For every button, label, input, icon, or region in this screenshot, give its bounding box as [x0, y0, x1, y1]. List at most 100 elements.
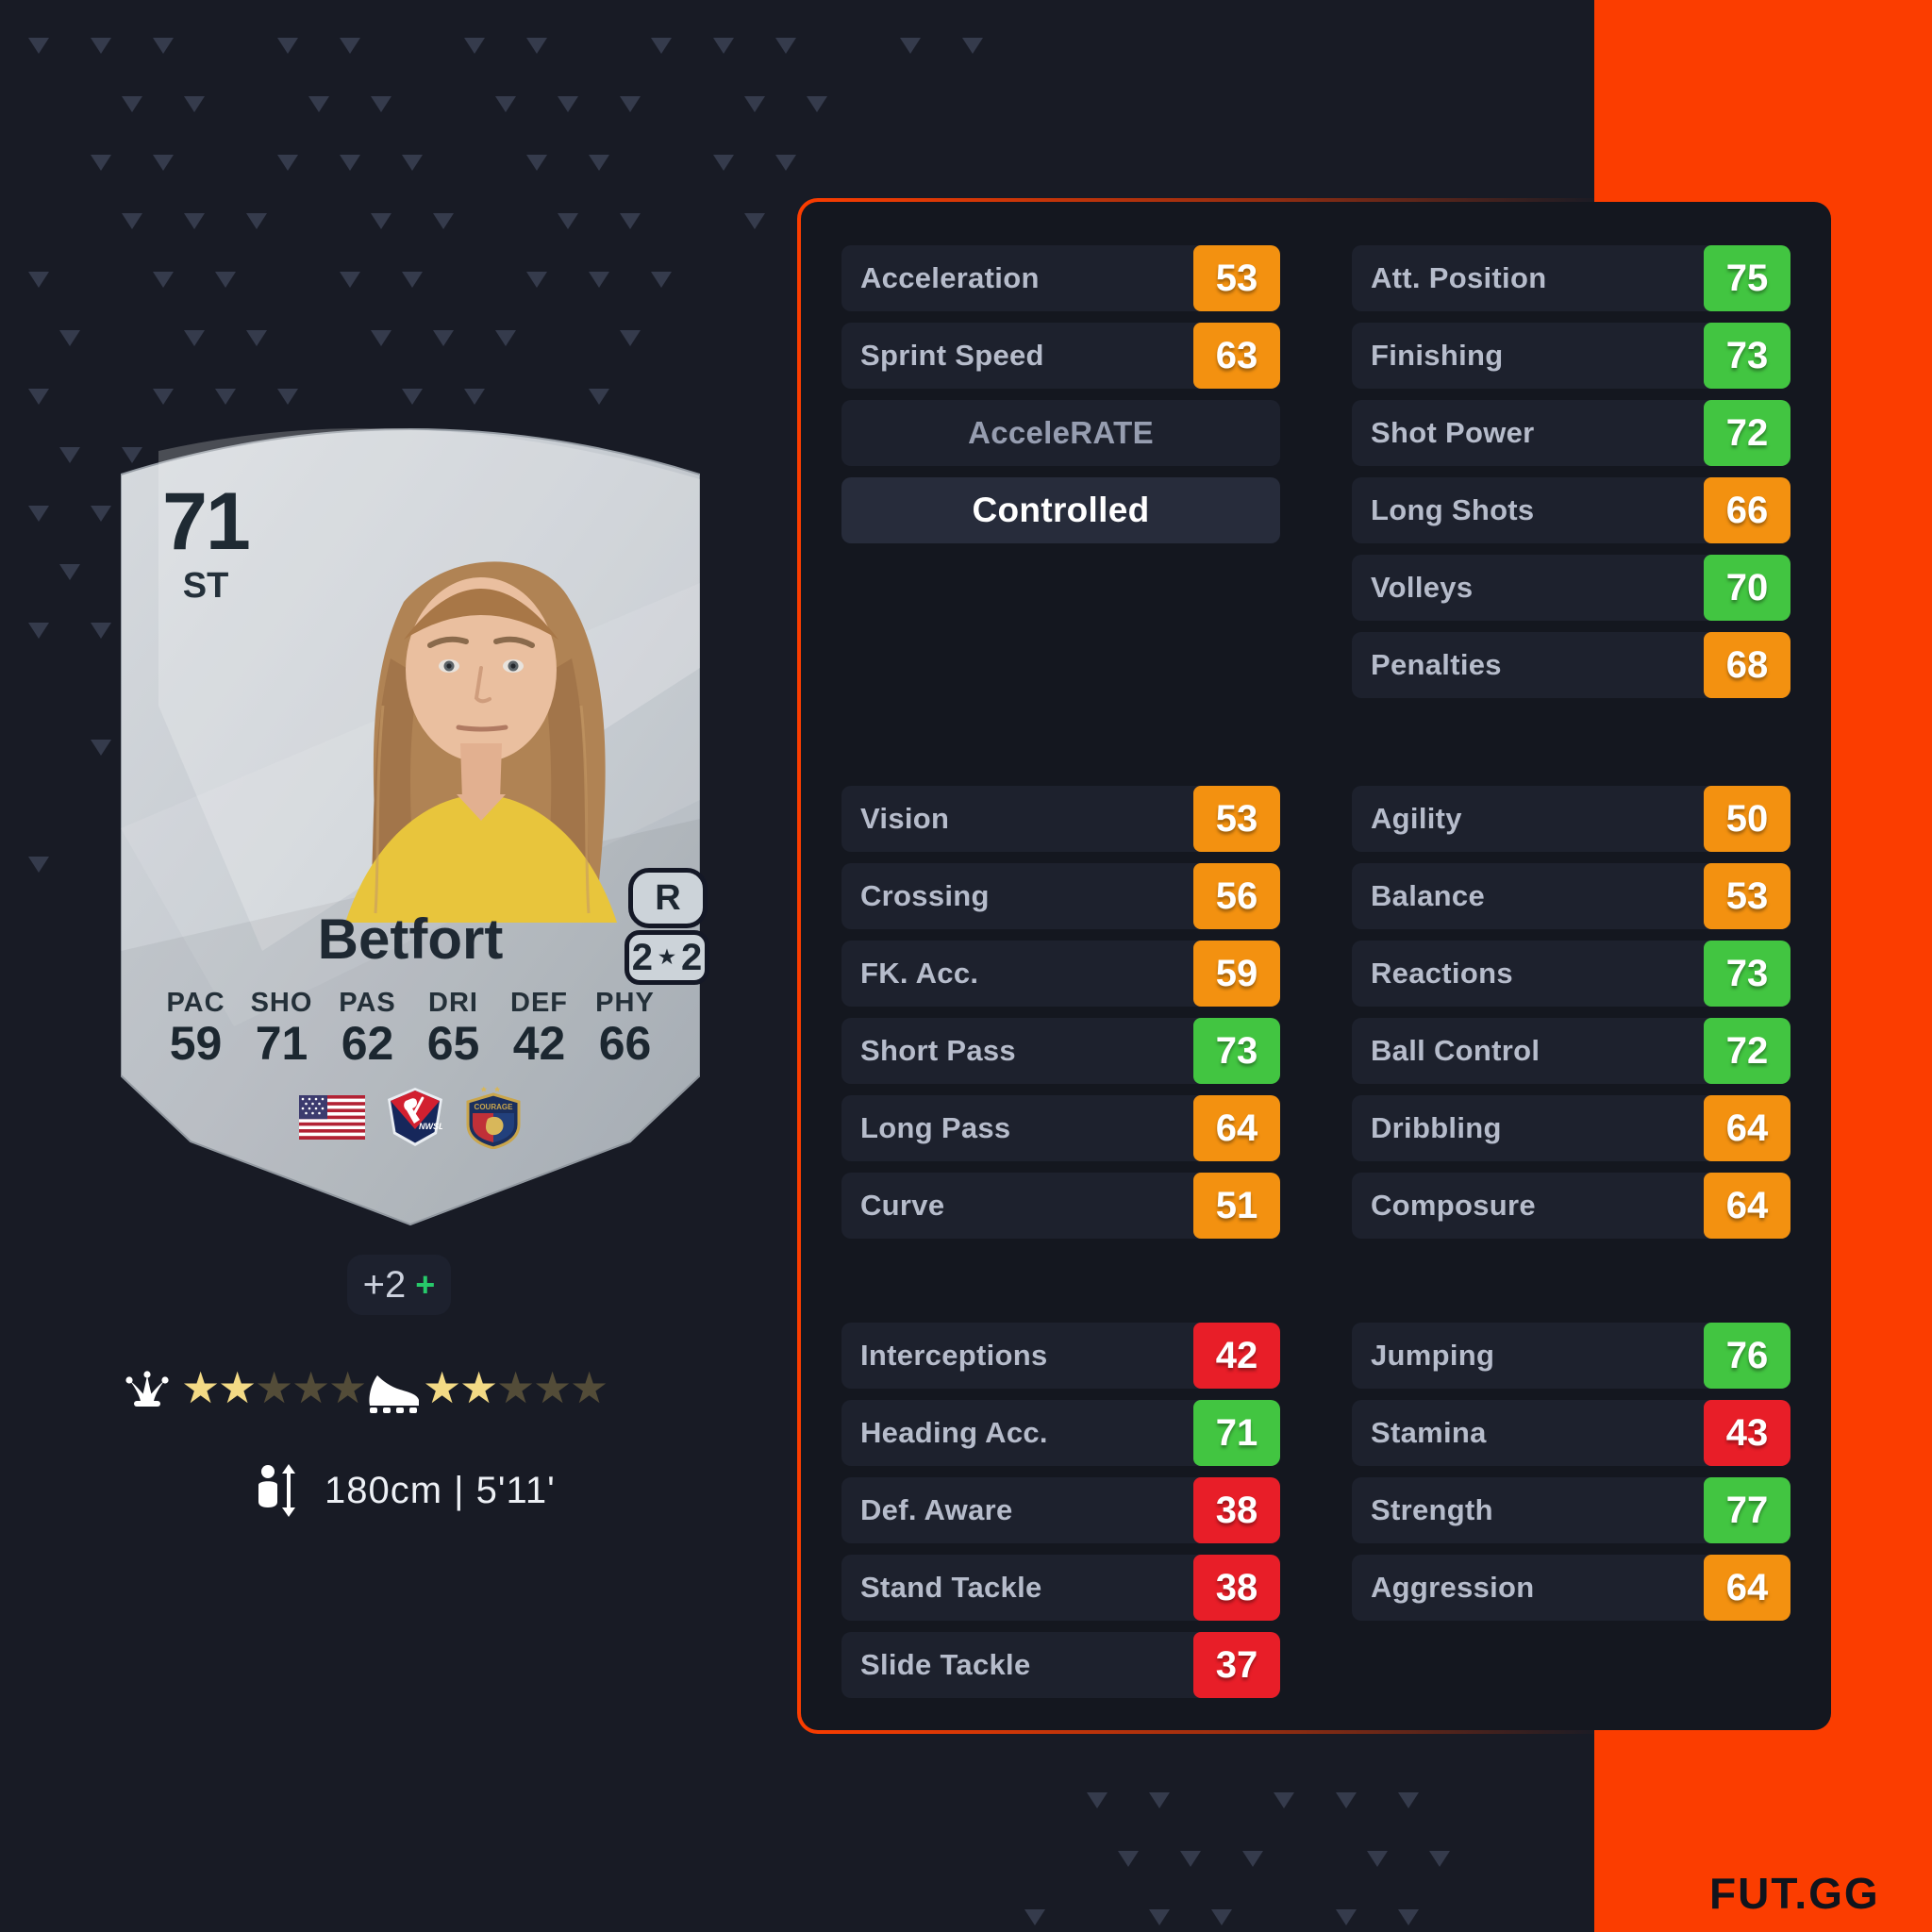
stat-label: Acceleration	[860, 261, 1040, 294]
stat-value: 73	[1193, 1018, 1280, 1084]
triangle	[184, 330, 205, 346]
triangle	[1211, 1909, 1232, 1925]
triangle	[153, 272, 174, 288]
triangle	[1367, 1851, 1388, 1867]
card-rating: 71	[162, 476, 251, 567]
triangle	[1118, 1851, 1139, 1867]
stat-row: Heading Acc. 71	[841, 1400, 1280, 1466]
face-stat: DRI 65	[410, 988, 496, 1068]
triangle	[962, 38, 983, 54]
stat-value: 71	[1193, 1400, 1280, 1466]
triangle	[526, 155, 547, 171]
face-stat-value: 42	[512, 1016, 566, 1070]
svg-text:COURAGE: COURAGE	[475, 1103, 514, 1111]
nc-courage-crest: COURAGE	[466, 1086, 521, 1149]
stat-row: Aggression 64	[1352, 1555, 1790, 1621]
triangle	[402, 389, 423, 405]
stat-value: 53	[1193, 245, 1280, 311]
stat-label: Short Pass	[860, 1034, 1016, 1067]
triangle	[340, 155, 360, 171]
stat-row: Long Shots 66	[1352, 477, 1790, 543]
stat-row: Short Pass 73	[841, 1018, 1280, 1084]
rarity-badge: R	[628, 868, 708, 928]
stat-row: Penalties 68	[1352, 632, 1790, 698]
triangle	[807, 96, 827, 112]
highlight-row: Controlled	[841, 477, 1280, 543]
stat-row: Vision 53	[841, 786, 1280, 852]
triangle	[91, 506, 111, 522]
stat-value: 38	[1193, 1477, 1280, 1543]
stat-row: Long Pass 64	[841, 1095, 1280, 1161]
stat-value: 73	[1704, 323, 1790, 389]
triangle	[91, 623, 111, 639]
triangle	[59, 330, 80, 346]
triangle	[59, 447, 80, 463]
stat-value: 42	[1193, 1323, 1280, 1389]
face-stat: PHY 66	[582, 988, 668, 1070]
stats-panel-inner: Acceleration 53 Sprint Speed 63 AcceleRATE Co…	[801, 202, 1831, 1730]
triangle	[215, 389, 236, 405]
section-shooting: Att. Position 75 Finishing 73 Shot Power 72 Lo…	[1352, 245, 1790, 709]
triangle	[1336, 1792, 1357, 1808]
stat-row: Balance 53	[1352, 863, 1790, 929]
stat-label: AcceleRATE	[968, 415, 1154, 450]
star-separator-icon: ★	[658, 947, 675, 968]
stat-value: 76	[1704, 1323, 1790, 1389]
stat-row: Curve 51	[841, 1173, 1280, 1239]
star-icon: ★	[496, 1363, 536, 1412]
stat-value: 38	[1193, 1555, 1280, 1621]
triangle	[464, 389, 485, 405]
face-stat: PAC 59	[153, 988, 239, 1068]
triangle	[371, 330, 391, 346]
face-stat-value: 71	[255, 1016, 308, 1070]
stat-label: Long Pass	[860, 1111, 1011, 1144]
stat-label: Heading Acc.	[860, 1416, 1048, 1449]
stat-value: 77	[1704, 1477, 1790, 1543]
stat-label: Vision	[860, 802, 950, 835]
stat-label: Ball Control	[1371, 1034, 1541, 1067]
futgg-logo: FUT.GG	[1709, 1869, 1880, 1918]
triangle	[91, 740, 111, 756]
face-stat-label: DRI	[428, 988, 478, 1018]
stat-label: Agility	[1371, 802, 1462, 835]
stat-value: 66	[1704, 477, 1790, 543]
stat-row: Stand Tackle 38	[841, 1555, 1280, 1621]
triangle	[122, 96, 142, 112]
triangle	[153, 389, 174, 405]
stat-value: 51	[1193, 1173, 1280, 1239]
triangle	[651, 272, 672, 288]
stat-label: Reactions	[1371, 957, 1513, 990]
face-stat-value: 66	[598, 1016, 652, 1070]
triangle	[402, 272, 423, 288]
triangle	[184, 96, 205, 112]
face-stat-label: PAC	[166, 988, 225, 1018]
triangle	[495, 96, 516, 112]
triangle	[184, 213, 205, 229]
triangle	[153, 38, 174, 54]
plus-icon: +	[415, 1265, 436, 1304]
face-stat: SHO 71	[239, 988, 325, 1070]
stat-label: Balance	[1371, 879, 1485, 912]
stat-label: Jumping	[1371, 1339, 1495, 1372]
stat-value: 50	[1704, 786, 1790, 852]
stat-row: Def. Aware 38	[841, 1477, 1280, 1543]
triangle	[1149, 1792, 1170, 1808]
rarity-badge-label: R	[655, 877, 681, 918]
face-stat-label: DEF	[510, 988, 568, 1018]
star-icon: ★	[459, 1363, 499, 1412]
face-stat-label: PAS	[339, 988, 396, 1018]
stat-row: Composure 64	[1352, 1173, 1790, 1239]
triangle	[246, 213, 267, 229]
stat-value: 64	[1704, 1555, 1790, 1621]
triangle	[495, 330, 516, 346]
boot-icon	[369, 1375, 419, 1413]
triangle	[277, 155, 298, 171]
triangle	[1024, 1909, 1045, 1925]
star-icon: ★	[181, 1363, 221, 1412]
stat-row: Shot Power 72	[1352, 400, 1790, 466]
triangle	[744, 213, 765, 229]
stat-row: Ball Control 72	[1352, 1018, 1790, 1084]
face-stats: PAC 59 SHO 71 PAS 62 DRI 65 DEF 42 PHY 66	[153, 988, 668, 1070]
stat-label: Curve	[860, 1189, 945, 1222]
